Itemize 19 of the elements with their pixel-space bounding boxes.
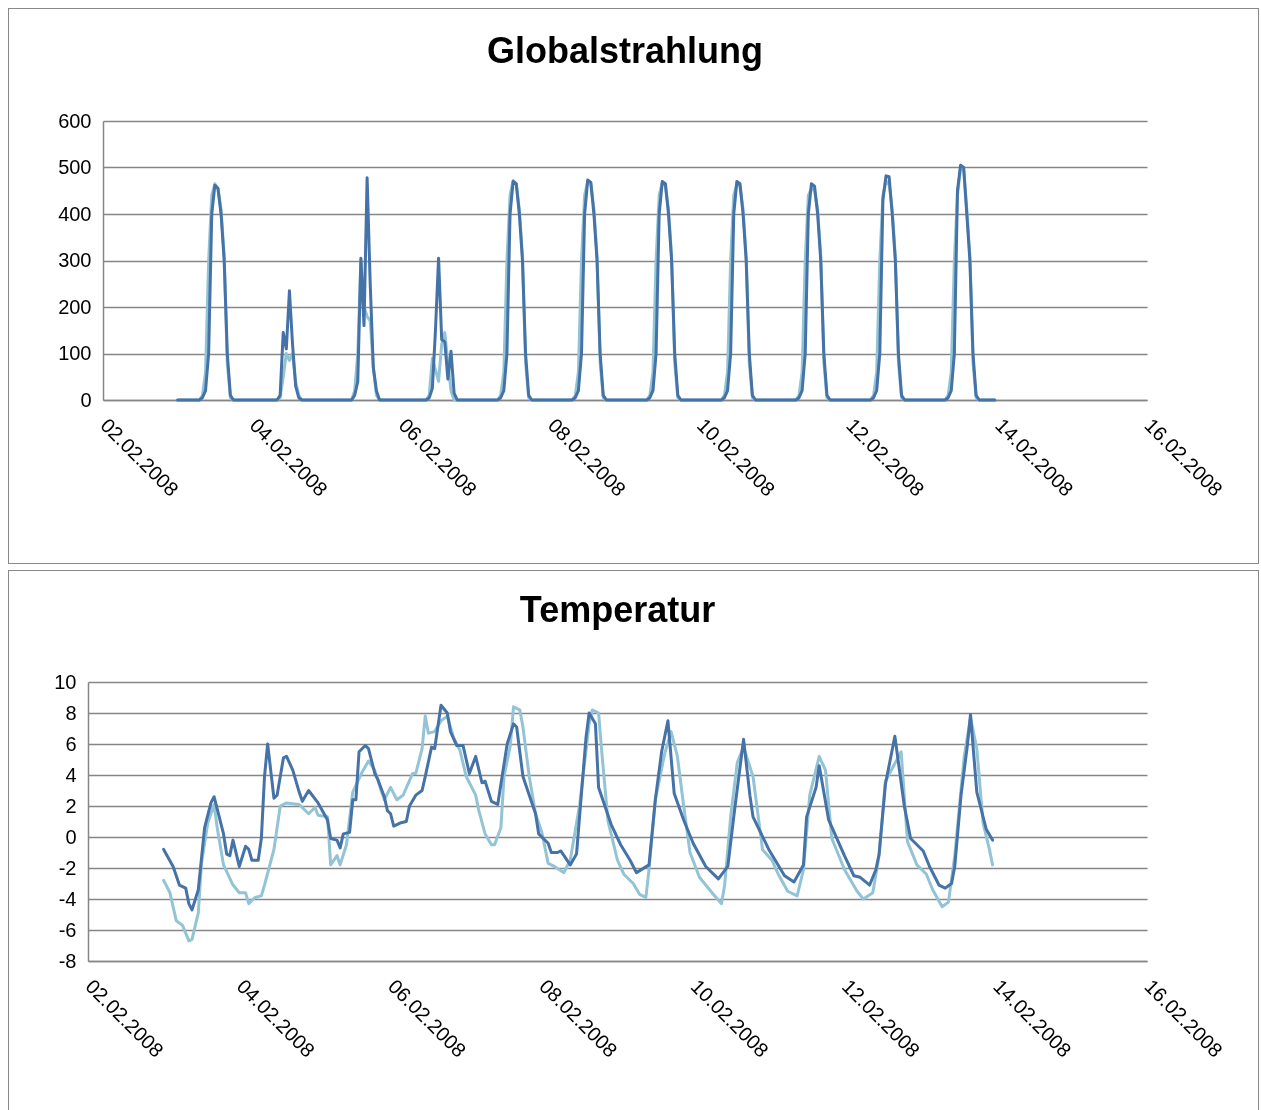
y-tick-label: 600	[58, 109, 92, 132]
y-tick-label: 100	[58, 342, 92, 364]
y-tick-label: 6	[65, 732, 77, 755]
y-tick-label: 0	[65, 825, 77, 848]
y-tick-label: -6	[58, 918, 77, 941]
y-tick-label: 500	[58, 156, 92, 178]
y-tick-label: 4	[65, 763, 77, 786]
y-tick-label: 2	[65, 794, 77, 817]
y-tick-label: 0	[80, 388, 92, 411]
y-tick-label: -2	[58, 856, 77, 879]
y-tick-label: 10	[54, 670, 77, 693]
chart-title: Temperatur	[519, 589, 716, 630]
y-tick-label: -8	[58, 949, 77, 972]
chart-title: Globalstrahlung	[486, 30, 764, 71]
y-tick-label: 8	[65, 701, 77, 724]
y-tick-label: 300	[58, 249, 92, 271]
y-tick-label: -4	[58, 887, 77, 910]
y-tick-label: 400	[58, 202, 92, 225]
y-tick-label: 200	[58, 295, 92, 318]
